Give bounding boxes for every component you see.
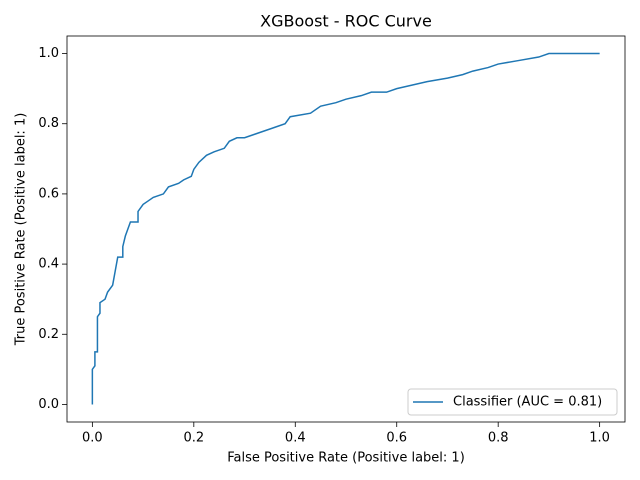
y-tick-label: 0.4 [38, 257, 59, 272]
x-tick-label: 0.6 [386, 431, 407, 446]
x-tick-label: 0.2 [183, 431, 204, 446]
legend-label: Classifier (AUC = 0.81) [453, 395, 602, 410]
x-axis-label: False Positive Rate (Positive label: 1) [227, 451, 465, 466]
x-tick-label: 0.0 [82, 431, 103, 446]
y-tick-label: 0.6 [38, 186, 59, 201]
y-tick-label: 0.0 [38, 397, 59, 412]
y-tick-label: 0.2 [38, 327, 59, 342]
y-tick-label: 1.0 [38, 46, 59, 61]
x-tick-label: 1.0 [589, 431, 610, 446]
axes-frame [66, 35, 626, 423]
roc-line [91, 52, 600, 405]
y-tick-label: 0.8 [38, 116, 59, 131]
y-axis-label: True Positive Rate (Positive label: 1) [14, 113, 29, 347]
x-tick-label: 0.8 [488, 431, 509, 446]
legend-box [407, 388, 618, 416]
x-tick-label: 0.4 [285, 431, 306, 446]
chart-title: XGBoost - ROC Curve [260, 12, 432, 31]
